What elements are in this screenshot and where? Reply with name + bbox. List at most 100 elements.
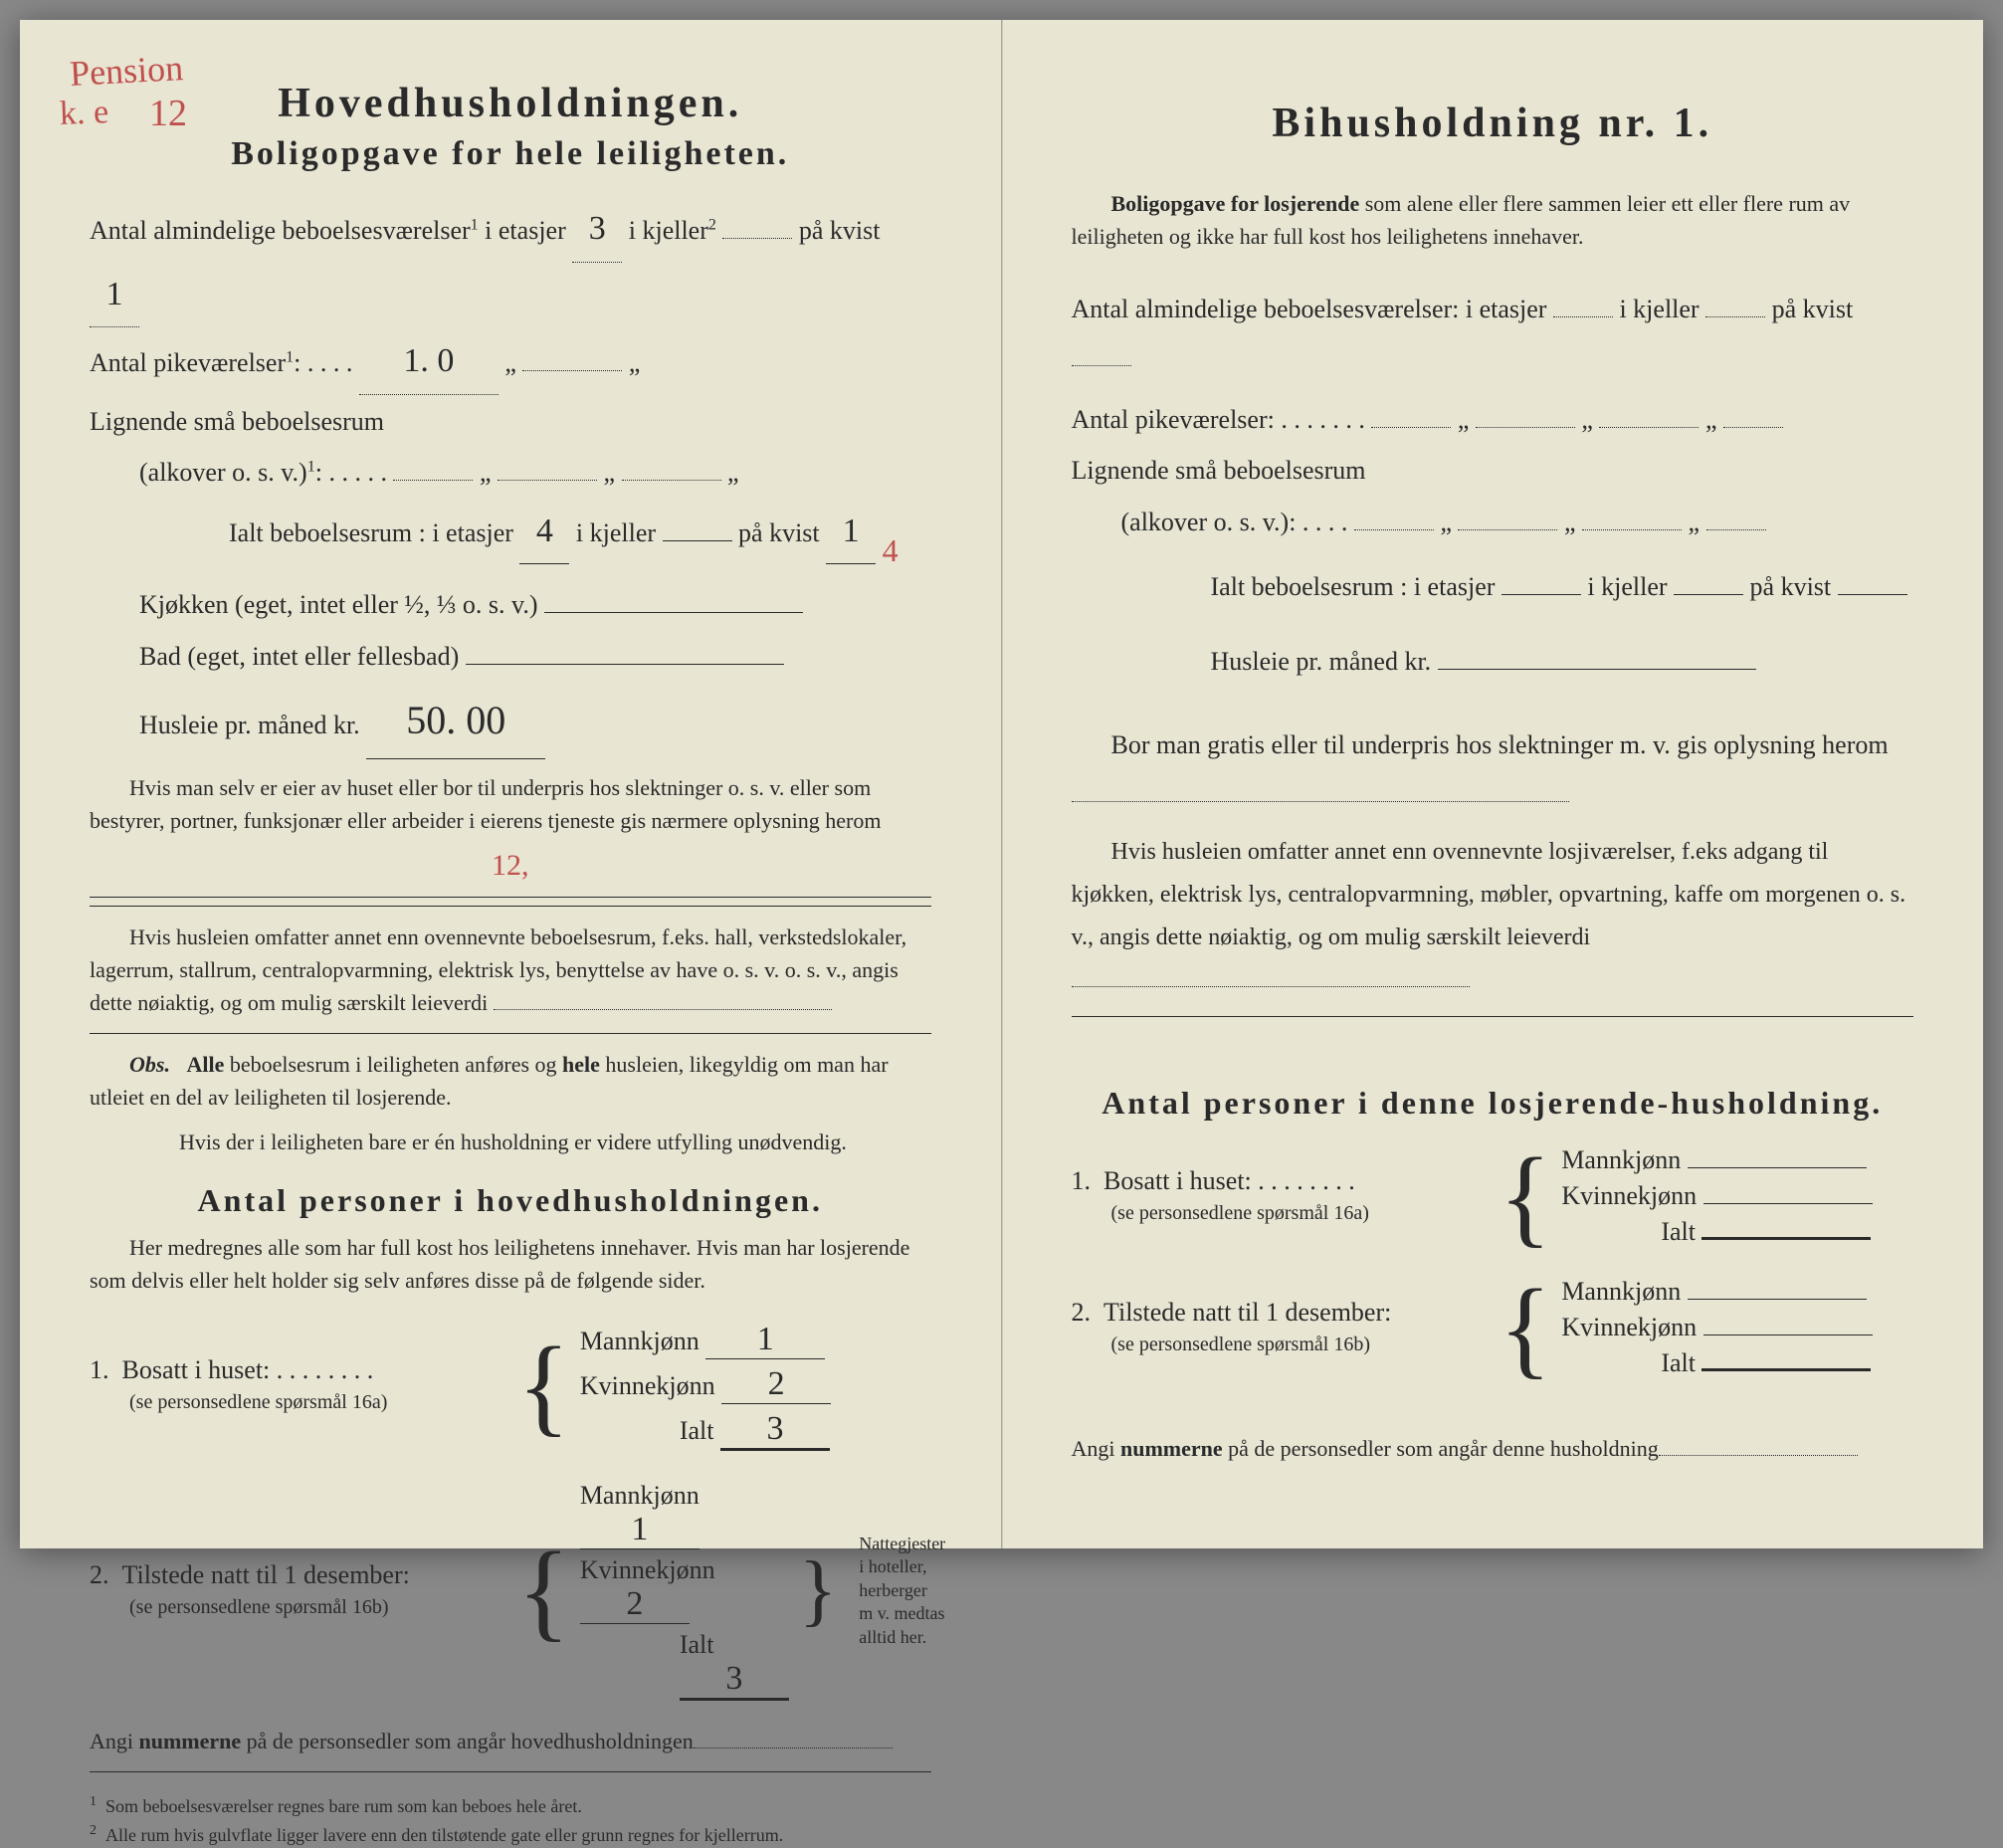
label-kvinne: Kvinnekjønn [580,1371,715,1400]
r-line-lignende-b: (alkover o. s. v.): . . . . „ „ „ [1072,498,1914,546]
val-kjeller [722,238,792,239]
blank [1705,316,1765,317]
obs-label: Obs. [129,1052,170,1077]
fn-num: 2 [90,1823,97,1838]
blank [1371,427,1451,428]
text: på kvist [799,216,881,245]
para-husleie-omfatter: Hvis husleien omfatter annet enn ovennev… [90,921,931,1019]
brace-icon: { [517,1541,570,1640]
blank [1706,529,1766,530]
title-bi: Bihusholdning nr. 1. [1072,100,1914,147]
note: (se personsedlene spørsmål 16b) [90,1596,389,1618]
text: Hvis man selv er eier av huset eller bor… [90,775,882,833]
footnote-2: 2 Alle rum hvis gulvflate ligger lavere … [90,1821,931,1848]
blank [1354,529,1434,530]
r-para2: Hvis husleien omfatter annet enn ovennev… [1072,831,1914,1003]
r-line-husleie: Husleie pr. måned kr. [1072,637,1914,686]
fn-text: Alle rum hvis gulvflate ligger lavere en… [105,1825,783,1845]
title-main: Hovedhusholdningen. [90,80,931,127]
line-kjokken: Kjøkken (eget, intet eller ½, ⅓ o. s. v.… [90,580,931,629]
val-m: 1 [757,1321,774,1358]
sidenote-nattegjester: Nattegjester i hoteller, herberger m v. … [859,1533,945,1649]
val-etasjer: 3 [589,197,606,262]
text: på kvist [1750,572,1832,601]
note: (se personsedlene spørsmål 16a) [1072,1202,1369,1224]
text: i kjeller [1619,295,1699,323]
text: beboelsesrum i leiligheten anføres og [224,1052,562,1077]
blank [1659,1455,1858,1456]
sup: 1 [471,216,479,233]
text: på kvist [738,518,820,547]
section-persons-title: Antal personer i hovedhusholdningen. [90,1182,931,1219]
ditto: „ [604,458,616,487]
row-bosatt: 1. Bosatt i huset: . . . . . . . . (se p… [90,1315,931,1457]
blank [522,370,622,371]
blank [1072,365,1131,366]
sup: 1 [307,459,315,476]
line-lignende-b: (alkover o. s. v.)1: . . . . . „ „ „ [90,448,931,497]
intro: Boligopgave for losjerende som alene ell… [1072,187,1914,253]
blank [1476,427,1575,428]
label-kvinne: Kvinnekjønn [1561,1181,1697,1210]
note: (se personsedlene spørsmål 16a) [90,1391,387,1413]
blank [1703,1203,1873,1204]
num: 2. [1072,1298,1092,1327]
blank [1599,427,1699,428]
ditto: „ [727,458,739,487]
line-angi: Angi nummerne på de personsedler som ang… [90,1725,931,1757]
ditto: „ [1705,405,1717,434]
blank [498,480,597,481]
right-page: Bihusholdning nr. 1. Boligopgave for los… [1002,20,1984,1548]
blank [1723,427,1783,428]
r-line-rooms: Antal almindelige beboelsesværelser: i e… [1072,285,1914,383]
text: Hvis husleien omfatter annet enn ovennev… [90,924,906,1015]
blank [1702,1368,1871,1371]
blank [1688,1299,1867,1300]
row-tilstede: 2. Tilstede natt til 1 desember: (se per… [90,1475,931,1707]
val-t2: 3 [725,1660,742,1698]
ditto: „ [504,348,516,377]
footnote-1: 1 Som beboelsesværelser regnes bare rum … [90,1792,931,1819]
blank [1072,986,1470,987]
annotation-4: 4 [883,532,899,568]
text-bold: hele [562,1052,600,1077]
blank [1458,529,1557,530]
label-kvinne: Kvinnekjønn [580,1555,715,1584]
text: Kjøkken (eget, intet eller ½, ⅓ o. s. v.… [139,590,538,619]
brace-icon: { [1500,1279,1552,1377]
annotation-12b: 12, [492,849,529,882]
text: i kjeller [576,518,656,547]
rule [90,1033,931,1034]
page-fold [1001,20,1003,1548]
num: 1. [90,1355,109,1384]
r-para1: Bor man gratis eller til underpris hos s… [1072,720,1914,819]
ditto: „ [1564,508,1576,536]
text: Hvis husleien omfatter annet enn ovennev… [1072,839,1906,950]
ditto: „ [1689,508,1701,536]
blank [1072,801,1569,802]
text: Husleie pr. måned kr. [139,711,360,739]
text: på de personsedler som angår hovedhushol… [241,1729,694,1753]
rule [90,906,931,907]
annotation-pension: Pension [69,47,184,95]
blank [1502,594,1581,595]
text: Antal almindelige beboelsesværelser [90,216,471,245]
blank [1438,669,1756,670]
text: Ialt beboelsesrum : i etasjer [1211,572,1496,601]
line-rooms-ordinary: Antal almindelige beboelsesværelser1 i e… [90,197,931,327]
text: (alkover o. s. v.) [139,458,307,487]
ditto: „ [1581,405,1593,434]
blank [1553,316,1613,317]
section-persons-sub: Her medregnes alle som har full kost hos… [90,1231,931,1297]
label: Bosatt i huset: . . . . . . . . [1103,1166,1355,1195]
text-bold: Boligopgave for losjerende [1111,191,1360,216]
r-line-lignende-a: Lignende små beboelsesrum [1072,446,1914,495]
label-kvinne: Kvinnekjønn [1561,1313,1697,1341]
label-mann: Mannkjønn [1561,1145,1681,1174]
blank [494,1009,832,1010]
r-row-bosatt: 1. Bosatt i huset: . . . . . . . . (se p… [1072,1139,1914,1253]
brace-icon: } [799,1554,837,1626]
sup: 1 [286,349,294,366]
text: Antal pikeværelser [90,348,286,377]
r-line-pike: Antal pikeværelser: . . . . . . . „ „ „ [1072,395,1914,444]
